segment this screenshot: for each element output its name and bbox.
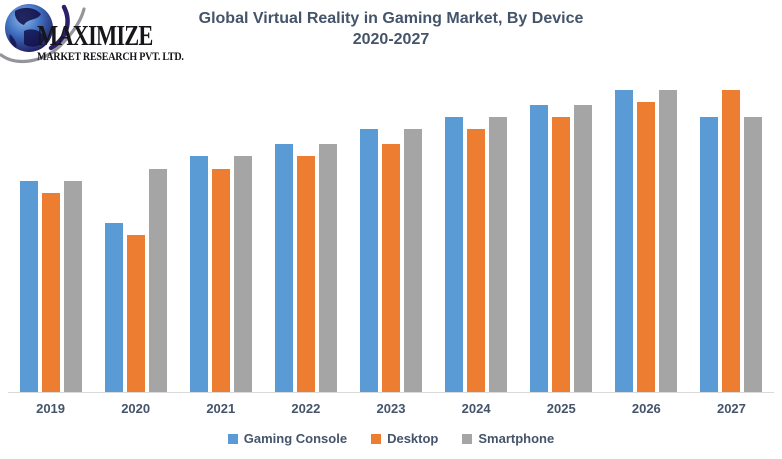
- bar-group-2023: [359, 129, 422, 392]
- bar-desktop-2027: [722, 90, 741, 392]
- bar-group-2021: [189, 156, 252, 392]
- chart-title-line1: Global Virtual Reality in Gaming Market,…: [198, 10, 584, 27]
- bar-smartphone-2023: [403, 129, 422, 392]
- bar-gaming-console-2026: [615, 90, 634, 392]
- company-logo: MAXIMIZE MARKET RESEARCH PVT. LTD.: [0, 0, 230, 70]
- bar-group-2022: [274, 144, 337, 392]
- plot-area: [8, 82, 774, 393]
- bar-smartphone-2022: [318, 144, 337, 392]
- legend-swatch-gaming-console: [227, 433, 238, 444]
- bar-gaming-console-2023: [359, 129, 378, 392]
- chart-title: Global Virtual Reality in Gaming Market,…: [0, 8, 782, 50]
- legend-item-gaming-console: Gaming Console: [227, 431, 348, 446]
- x-axis-label-2023: 2023: [376, 401, 406, 416]
- legend-label-smartphone: Smartphone: [478, 431, 555, 446]
- logo-company-subtitle: MARKET RESEARCH PVT. LTD.: [37, 49, 184, 63]
- bar-group-2020: [104, 168, 167, 392]
- bar-gaming-console-2027: [700, 117, 719, 392]
- legend-swatch-smartphone: [462, 433, 473, 444]
- bar-group-2024: [445, 117, 508, 392]
- x-axis-label-2019: 2019: [36, 401, 66, 416]
- bar-gaming-console-2021: [189, 156, 208, 392]
- chart-legend: Gaming Console Desktop Smartphone: [0, 431, 782, 446]
- bar-group-2026: [615, 90, 678, 392]
- bar-desktop-2019: [41, 192, 60, 392]
- bar-desktop-2024: [467, 129, 486, 392]
- bar-gaming-console-2022: [274, 144, 293, 392]
- bar-group-2019: [19, 180, 82, 392]
- legend-item-smartphone: Smartphone: [462, 431, 554, 446]
- bar-desktop-2025: [552, 117, 571, 392]
- bar-gaming-console-2025: [530, 105, 549, 392]
- legend-label-gaming-console: Gaming Console: [243, 431, 348, 446]
- bar-smartphone-2027: [744, 117, 763, 392]
- bar-smartphone-2019: [63, 180, 82, 392]
- bar-group-2027: [700, 90, 763, 392]
- bar-desktop-2026: [637, 102, 656, 392]
- bar-smartphone-2025: [574, 105, 593, 392]
- x-axis-label-2021: 2021: [206, 401, 236, 416]
- globe-swoosh-icon: [0, 4, 86, 63]
- bar-smartphone-2021: [233, 156, 252, 392]
- logo-text: MAXIMIZE MARKET RESEARCH PVT. LTD.: [37, 21, 212, 63]
- bar-gaming-console-2019: [19, 180, 38, 392]
- x-axis-label-2020: 2020: [121, 401, 151, 416]
- bar-smartphone-2020: [148, 168, 167, 392]
- x-axis-label-2022: 2022: [291, 401, 321, 416]
- bar-desktop-2023: [381, 144, 400, 392]
- legend-swatch-desktop: [371, 433, 382, 444]
- bar-desktop-2020: [126, 235, 145, 392]
- x-axis-labels: 2019 2020 2021 2022 2023 2024 2025 2026 2027: [8, 401, 774, 416]
- x-axis-label-2025: 2025: [546, 401, 576, 416]
- chart-title-line2: 2020-2027: [352, 31, 430, 48]
- logo-company-name: MAXIMIZE: [37, 21, 153, 52]
- bar-group-2025: [530, 105, 593, 392]
- x-axis-label-2024: 2024: [461, 401, 491, 416]
- legend-label-desktop: Desktop: [387, 431, 439, 446]
- bar-gaming-console-2020: [104, 222, 123, 392]
- bar-gaming-console-2024: [445, 117, 464, 392]
- legend-item-desktop: Desktop: [371, 431, 438, 446]
- bar-smartphone-2026: [659, 90, 678, 392]
- x-axis-label-2027: 2027: [716, 401, 746, 416]
- bar-smartphone-2024: [489, 117, 508, 392]
- x-axis-label-2026: 2026: [631, 401, 661, 416]
- bar-desktop-2021: [211, 168, 230, 392]
- bar-desktop-2022: [296, 156, 315, 392]
